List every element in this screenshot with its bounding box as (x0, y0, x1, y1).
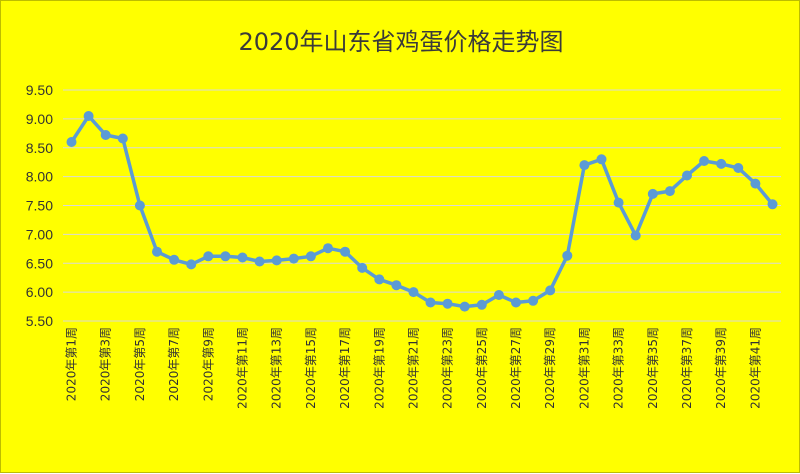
y-axis-ticks: 9.50 9.00 8.50 8.00 7.50 7.00 6.50 6.00 5.50 (26, 82, 53, 329)
data-point (237, 252, 248, 263)
data-point (647, 188, 658, 199)
x-tick-label: 2020年第5周 (133, 327, 147, 401)
x-axis-ticks: 2020年第1周 2020年第3周 2020年第5周 2020年第7周 2020年第9周… (65, 327, 763, 409)
data-point (100, 130, 111, 140)
data-point (545, 285, 556, 296)
data-point (186, 259, 197, 270)
data-point (767, 199, 778, 210)
data-point (134, 200, 145, 211)
x-tick-label: 2020年第31周 (577, 327, 591, 409)
data-point (699, 156, 710, 166)
x-tick-label: 2020年第17周 (338, 327, 352, 409)
y-tick-label: 7.50 (26, 198, 53, 214)
data-point (408, 287, 419, 298)
x-tick-label: 2020年第19周 (372, 327, 386, 409)
data-point (117, 133, 128, 144)
x-tick-label: 2020年第9周 (201, 327, 215, 401)
y-tick-label: 9.50 (26, 82, 53, 98)
data-point (630, 230, 641, 241)
data-point (305, 251, 316, 262)
data-point (750, 178, 761, 189)
data-point (374, 274, 385, 285)
x-tick-label: 2020年第1周 (65, 327, 79, 401)
data-point (459, 301, 470, 312)
x-tick-label: 2020年第21周 (406, 327, 420, 409)
series-line (69, 114, 775, 309)
data-point (442, 298, 453, 309)
data-point (733, 163, 744, 173)
data-point (220, 251, 231, 262)
x-tick-label: 2020年第33周 (612, 327, 626, 409)
data-point (682, 170, 692, 181)
data-point (528, 295, 539, 306)
gridlines (63, 89, 781, 322)
data-point (203, 251, 214, 262)
y-tick-label: 7.00 (26, 226, 53, 242)
data-point (357, 262, 368, 273)
x-tick-label: 2020年第15周 (304, 327, 318, 409)
data-point (83, 111, 94, 121)
x-tick-label: 2020年第35周 (646, 327, 660, 409)
x-tick-label: 2020年第7周 (167, 327, 181, 401)
data-point (340, 246, 351, 257)
data-point (288, 253, 299, 264)
data-point (66, 137, 77, 147)
data-point (152, 246, 162, 257)
data-point (391, 280, 402, 291)
x-tick-label: 2020年第13周 (270, 327, 284, 409)
chart-title: 2020年山东省鸡蛋价格走势图 (238, 28, 563, 56)
y-tick-label: 8.00 (26, 169, 53, 185)
y-tick-label: 8.50 (26, 140, 53, 156)
x-tick-label: 2020年第27周 (509, 327, 523, 409)
y-tick-label: 6.50 (26, 255, 53, 271)
data-point (425, 297, 436, 308)
x-tick-label: 2020年第37周 (680, 327, 694, 409)
data-point (596, 154, 607, 165)
y-tick-label: 5.50 (26, 313, 53, 329)
data-point (476, 299, 487, 310)
data-point (511, 297, 521, 308)
series-layer (66, 111, 778, 312)
y-tick-label: 9.00 (26, 111, 53, 127)
data-point (664, 186, 675, 197)
data-point (613, 197, 624, 208)
x-tick-label: 2020年第23周 (441, 327, 455, 409)
data-point (254, 256, 265, 267)
x-tick-label: 2020年第25周 (475, 327, 489, 409)
data-point (579, 160, 590, 171)
data-point (271, 255, 282, 266)
data-point (169, 254, 180, 265)
x-tick-label: 2020年第29周 (543, 327, 557, 409)
x-tick-label: 2020年第11周 (236, 327, 250, 409)
data-point (323, 243, 333, 254)
x-tick-label: 2020年第39周 (714, 327, 728, 409)
y-tick-label: 6.00 (26, 284, 53, 300)
x-tick-label: 2020年第41周 (748, 327, 762, 409)
data-point (493, 290, 504, 300)
x-tick-label: 2020年第3周 (99, 327, 113, 401)
data-point (716, 158, 727, 169)
data-point (562, 250, 573, 261)
